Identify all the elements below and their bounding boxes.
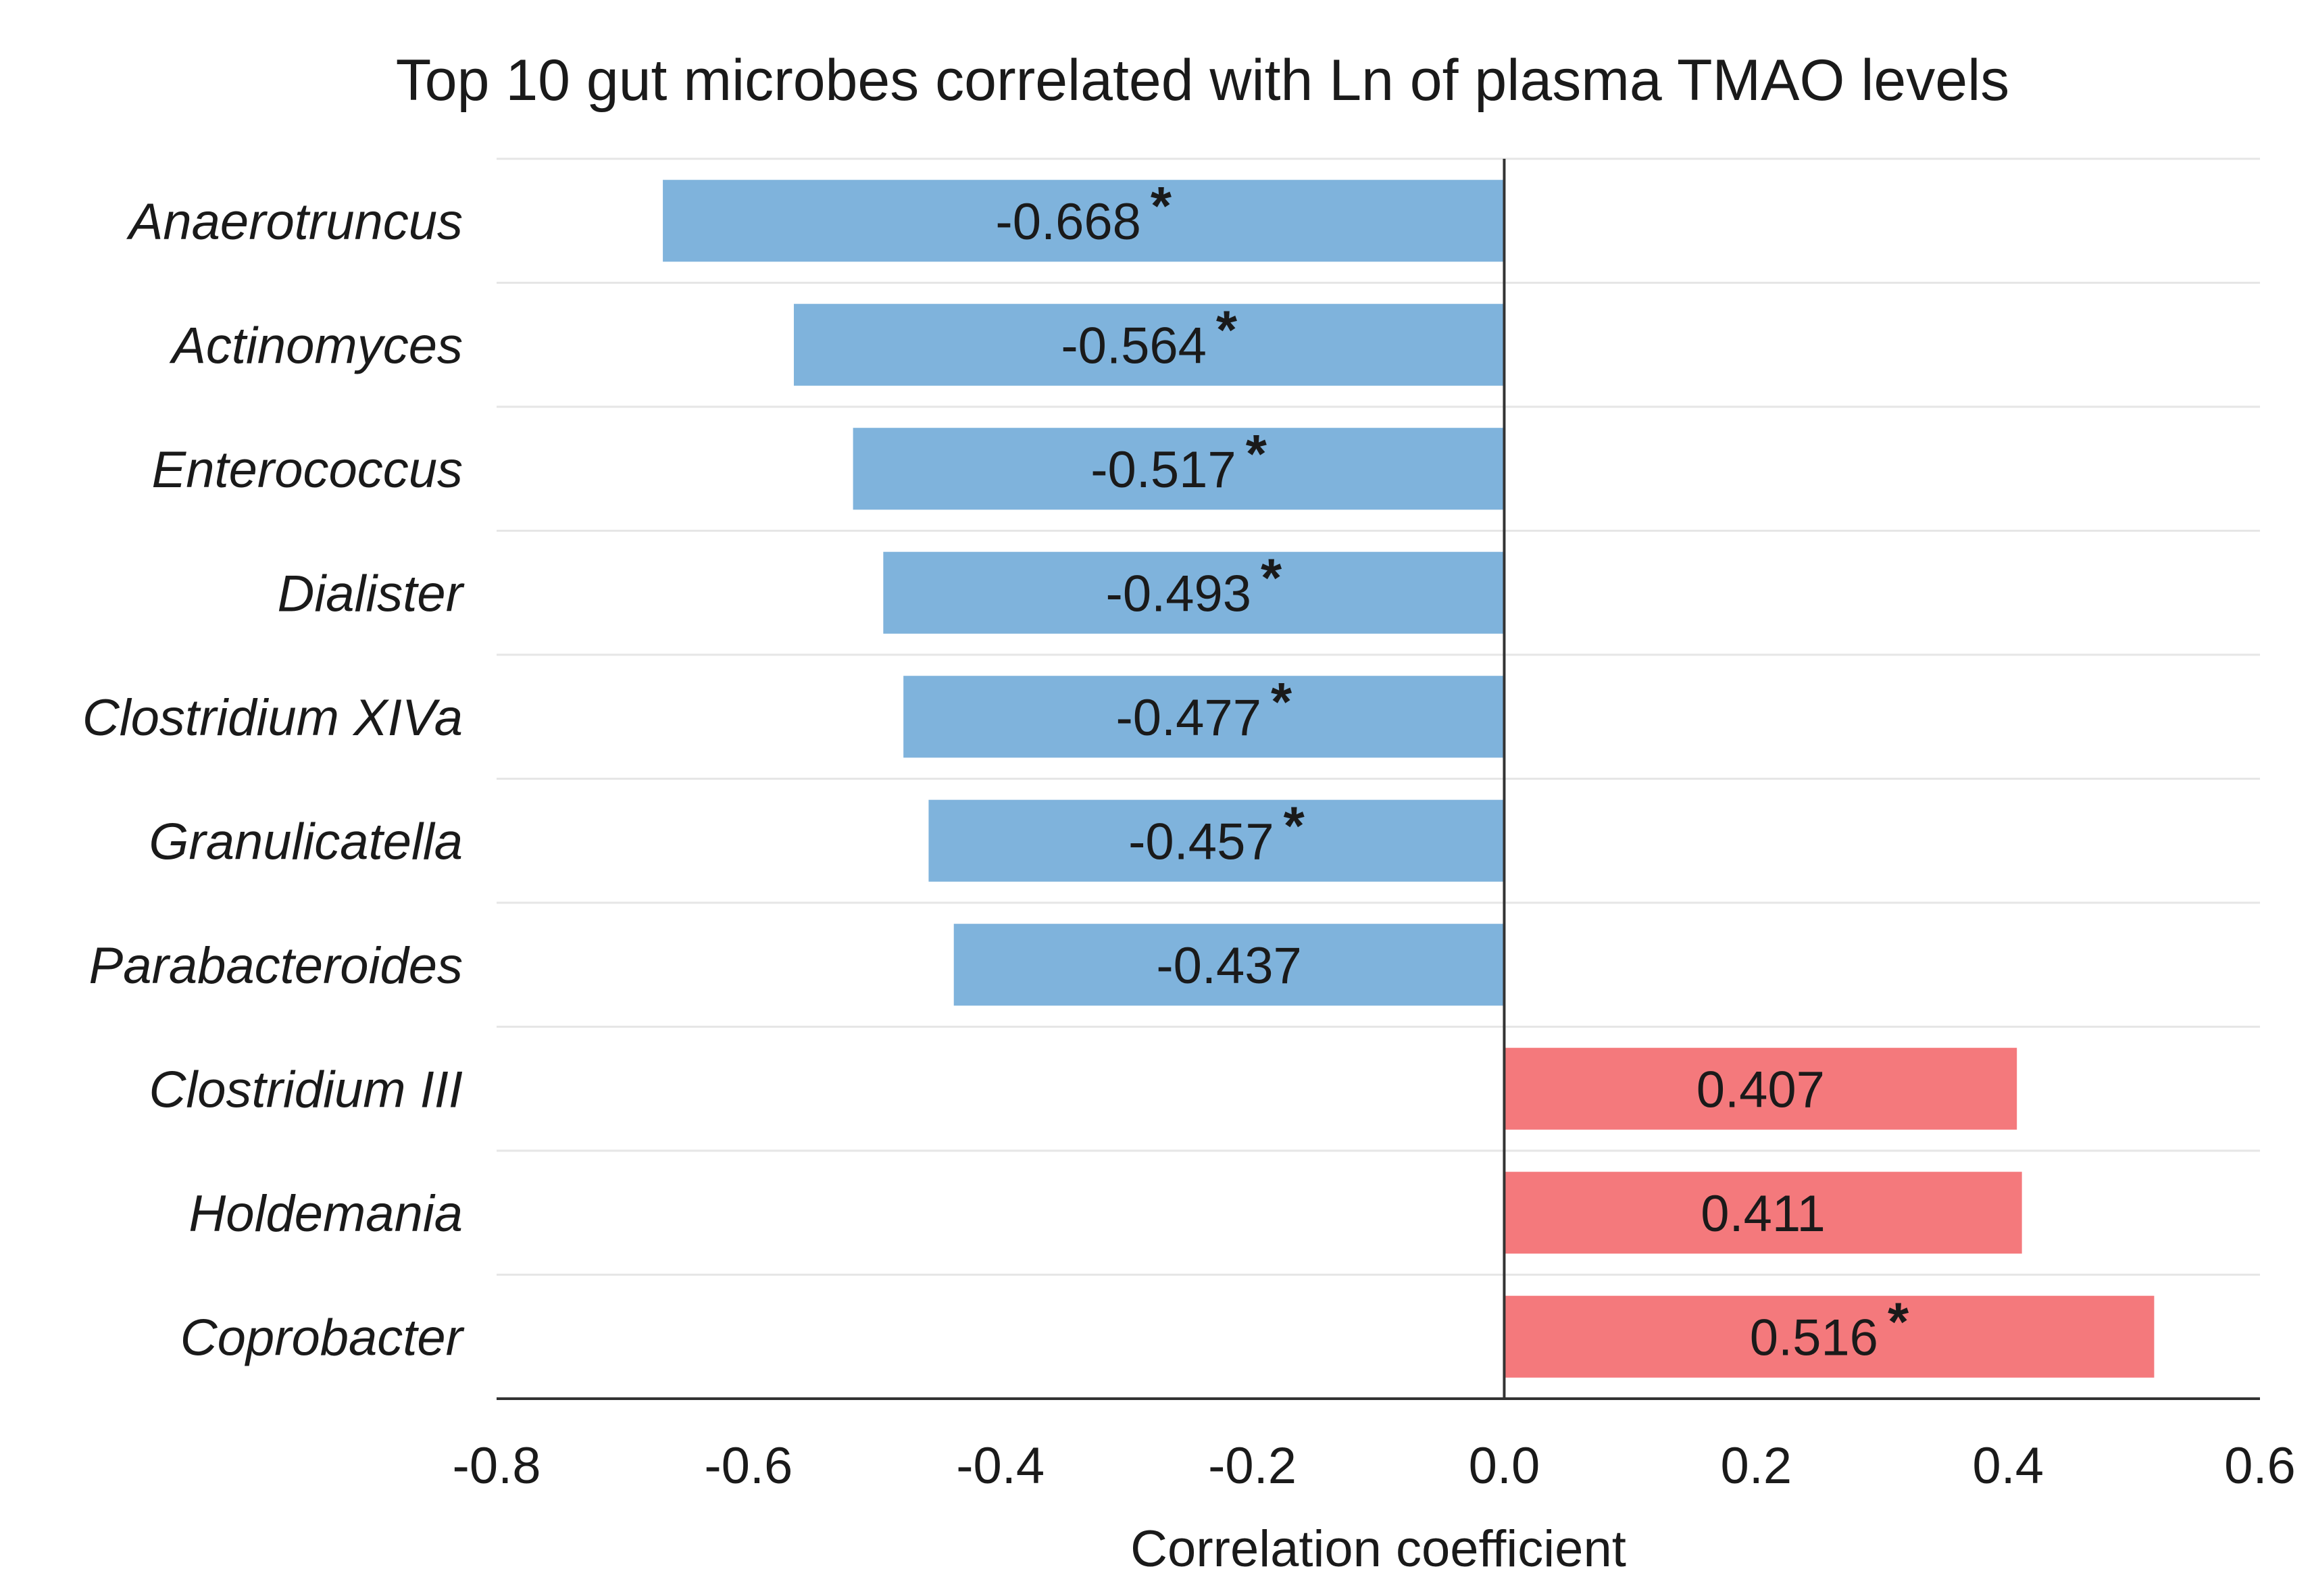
gridlines — [497, 157, 2260, 1276]
category-label: Clostridium XIVa — [82, 689, 463, 747]
bar — [853, 428, 1505, 510]
significance-marker: * — [1216, 299, 1238, 359]
x-tick-label: -0.8 — [453, 1437, 541, 1495]
category-labels: Anaerotruncus Actinomyces Enterococcus Dial… — [82, 193, 465, 1367]
category-label: Anaerotruncus — [126, 193, 463, 251]
bars — [663, 180, 2155, 1378]
bar — [793, 303, 1505, 386]
significance-marker: * — [1261, 547, 1282, 607]
bar — [953, 924, 1505, 1006]
x-tick-label: 0.0 — [1469, 1437, 1540, 1495]
bar — [1504, 1047, 2017, 1130]
data-label: 0.411 — [1701, 1185, 1826, 1243]
category-label: Parabacteroides — [89, 937, 463, 995]
category-label: Coprobacter — [180, 1309, 465, 1366]
bar — [883, 551, 1505, 634]
bar — [663, 180, 1505, 262]
category-label: Enterococcus — [152, 441, 463, 499]
x-axis: -0.8 -0.6 -0.4 -0.2 0.0 0.2 0.4 0.6 — [453, 159, 2296, 1495]
significance-marker: * — [1271, 672, 1292, 732]
category-label: Holdemania — [189, 1185, 463, 1243]
chart-title: Top 10 gut microbes correlated with Ln o… — [396, 48, 2009, 113]
x-tick-label: -0.4 — [956, 1437, 1045, 1495]
bar — [928, 799, 1505, 882]
significance-marker: * — [1888, 1291, 1909, 1351]
x-tick-label: -0.6 — [704, 1437, 793, 1495]
category-label: Dialister — [278, 565, 465, 622]
significance-marker: * — [1151, 176, 1172, 236]
x-tick-label: 0.6 — [2224, 1437, 2296, 1495]
data-label: 0.407 — [1697, 1061, 1825, 1118]
significance-marker: * — [1246, 424, 1267, 484]
x-tick-label: 0.2 — [1720, 1437, 1792, 1495]
data-label: -0.437 — [1156, 937, 1302, 995]
x-tick-label: 0.4 — [1972, 1437, 2044, 1495]
category-label: Actinomyces — [169, 317, 463, 374]
significance-marker: * — [1284, 795, 1305, 855]
bar — [1504, 1172, 2022, 1254]
x-tick-label: -0.2 — [1208, 1437, 1297, 1495]
category-label: Granulicatella — [149, 813, 463, 870]
category-label: Clostridium III — [149, 1061, 463, 1118]
x-axis-title: Correlation coefficient — [1130, 1520, 1626, 1578]
bar — [1504, 1295, 2155, 1378]
bar — [903, 676, 1505, 758]
